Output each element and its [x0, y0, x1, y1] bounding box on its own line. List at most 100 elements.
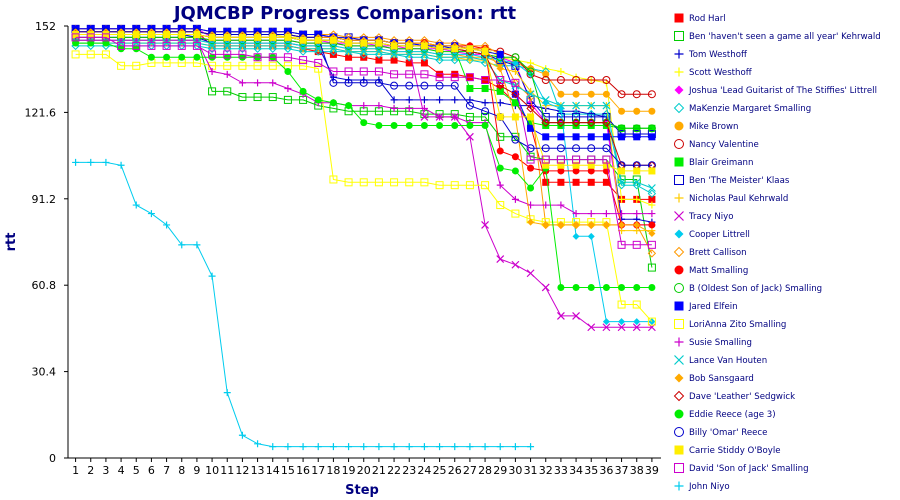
data-point [86, 33, 95, 42]
legend-item: Rod Harl [674, 13, 726, 24]
data-point [329, 36, 337, 44]
x-tick-label: 8 [178, 464, 185, 477]
legend-item: MaKenzie Margaret Smalling [673, 102, 811, 114]
data-point [571, 118, 581, 127]
data-point [420, 50, 429, 59]
legend-marker [674, 121, 684, 131]
data-point [556, 155, 565, 164]
legend-marker [674, 409, 684, 419]
data-point [436, 113, 444, 121]
data-point [602, 76, 611, 84]
data-point [435, 181, 444, 190]
data-point [436, 121, 444, 129]
legend-item: David 'Son of Jack' Smalling [674, 463, 809, 474]
data-point [450, 81, 459, 90]
data-point [648, 201, 656, 209]
data-point [496, 201, 505, 210]
x-tick-label: 17 [311, 464, 325, 477]
data-point [345, 443, 353, 451]
data-point [223, 61, 232, 70]
data-point [178, 31, 186, 39]
data-point [238, 61, 247, 70]
data-point [511, 81, 520, 90]
data-point [117, 61, 126, 70]
data-point [163, 53, 171, 61]
x-tick-label: 9 [193, 464, 200, 477]
x-tick-label: 27 [463, 464, 477, 477]
data-point [87, 31, 95, 39]
data-point [481, 221, 489, 229]
data-point [254, 79, 262, 87]
data-point [557, 221, 565, 229]
data-point [178, 241, 186, 249]
data-point [618, 195, 626, 203]
data-point [496, 87, 504, 95]
data-point [527, 164, 535, 172]
data-point [314, 44, 323, 53]
data-point [329, 443, 337, 451]
data-point [541, 283, 550, 292]
data-point [405, 104, 413, 112]
data-point [72, 158, 80, 166]
data-point [541, 144, 550, 153]
legend-label: Dave 'Leather' Sedgwick [689, 392, 795, 402]
data-point [420, 96, 428, 104]
data-point [329, 78, 338, 87]
data-point [541, 95, 550, 104]
data-point [481, 121, 489, 129]
data-point [557, 201, 565, 209]
data-point [511, 99, 519, 107]
data-point [299, 44, 308, 53]
x-tick-label: 39 [645, 464, 659, 477]
data-point [435, 73, 444, 82]
legend-item: Tracy Niyo [674, 211, 734, 222]
data-point [572, 311, 580, 320]
data-point [602, 283, 610, 291]
data-point [633, 210, 641, 218]
data-point [511, 209, 520, 218]
x-tick-label: 23 [402, 464, 416, 477]
data-point [572, 101, 580, 110]
data-point [450, 181, 459, 190]
data-point [223, 389, 231, 397]
data-point [511, 67, 519, 75]
data-point [283, 95, 292, 104]
data-point [481, 107, 490, 116]
legend-item: Brett Callison [673, 246, 747, 258]
x-tick-label: 30 [508, 464, 522, 477]
data-point [496, 99, 504, 107]
y-tick-label: 152 [35, 20, 56, 33]
data-point [390, 178, 399, 187]
data-point [360, 119, 368, 127]
legend-marker [674, 481, 684, 491]
legend-item: Tom Westhoff [674, 49, 748, 60]
data-point [511, 195, 519, 203]
data-point [390, 81, 399, 90]
data-point [511, 132, 520, 141]
data-point [602, 112, 611, 121]
data-point [268, 53, 277, 62]
data-point [587, 221, 595, 229]
data-point [208, 67, 216, 75]
data-point [223, 70, 231, 78]
x-tick-label: 16 [296, 464, 310, 477]
data-point [648, 221, 656, 229]
data-point [587, 323, 596, 332]
data-point [359, 67, 368, 76]
legend-item: Ben 'haven't seen a game all year' Kehrw… [674, 31, 881, 42]
data-point [541, 76, 550, 84]
data-point [572, 283, 580, 291]
data-point [557, 90, 565, 98]
data-point [223, 50, 232, 59]
data-point [648, 229, 656, 237]
legend-item: Joshua 'Lead Guitarist of The Stiffies' … [674, 85, 877, 96]
data-point [632, 90, 641, 99]
data-point [647, 90, 656, 99]
data-point [481, 48, 489, 56]
data-point [314, 64, 323, 73]
data-point [511, 260, 520, 269]
data-point [193, 53, 201, 61]
data-point [345, 39, 353, 47]
data-point [647, 317, 656, 326]
data-point [648, 124, 656, 132]
